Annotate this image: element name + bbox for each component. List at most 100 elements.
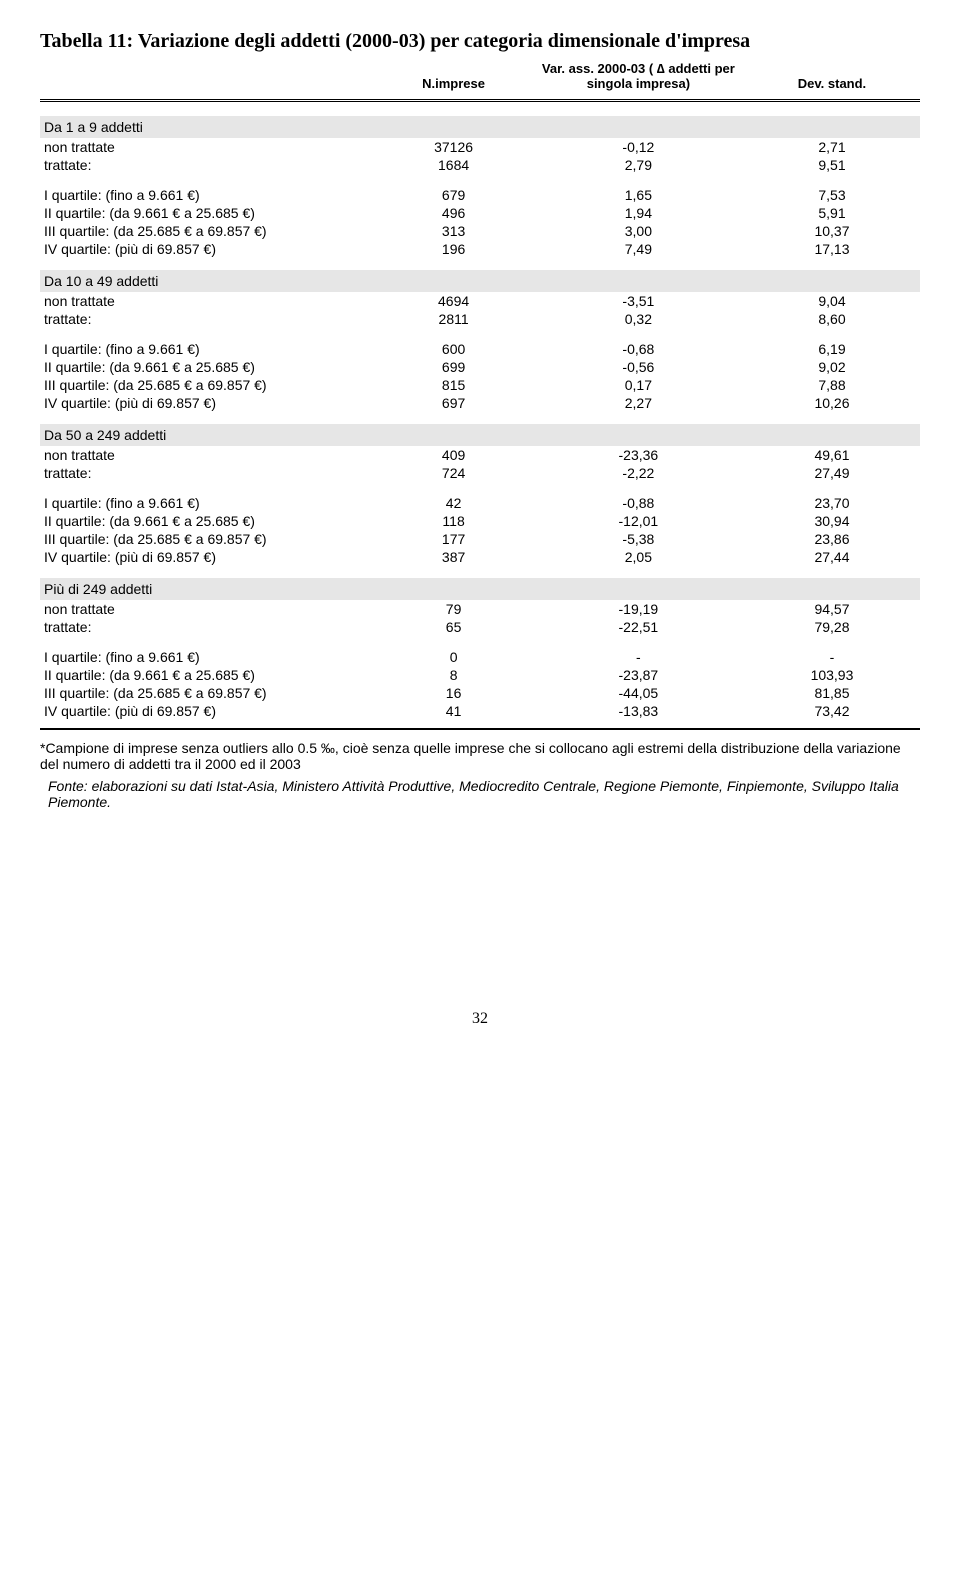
page-number: 32	[40, 1010, 920, 1028]
row-label: IV quartile: (più di 69.857 €)	[40, 394, 374, 412]
spacer-row	[40, 412, 920, 424]
row-label: II quartile: (da 9.661 € a 25.685 €)	[40, 512, 374, 530]
row-val-var: 7,49	[533, 240, 744, 258]
row-val-var: -13,83	[533, 702, 744, 720]
section-heading: Da 10 a 49 addetti	[40, 270, 920, 292]
row-val-nimprese: 37126	[374, 138, 532, 156]
row-val-var: -	[533, 648, 744, 666]
row-val-dev: 23,70	[744, 494, 920, 512]
row-val-dev: 81,85	[744, 684, 920, 702]
table-row: IV quartile: (più di 69.857 €)41-13,8373…	[40, 702, 920, 720]
row-label: non trattate	[40, 600, 374, 618]
row-val-nimprese: 697	[374, 394, 532, 412]
row-label: I quartile: (fino a 9.661 €)	[40, 186, 374, 204]
table-end-rule	[40, 728, 920, 730]
source-note: Fonte: elaborazioni su dati Istat-Asia, …	[48, 778, 920, 810]
col-header-devstand: Dev. stand.	[744, 59, 920, 99]
table-row: non trattate4694-3,519,04	[40, 292, 920, 310]
row-val-var: -0,12	[533, 138, 744, 156]
table-title: Tabella 11: Variazione degli addetti (20…	[40, 30, 920, 53]
table-row: II quartile: (da 9.661 € a 25.685 €)118-…	[40, 512, 920, 530]
row-val-dev: 79,28	[744, 618, 920, 636]
row-val-var: 3,00	[533, 222, 744, 240]
row-val-nimprese: 496	[374, 204, 532, 222]
row-label: III quartile: (da 25.685 € a 69.857 €)	[40, 684, 374, 702]
row-val-var: -3,51	[533, 292, 744, 310]
row-label: IV quartile: (più di 69.857 €)	[40, 548, 374, 566]
row-val-var: -0,56	[533, 358, 744, 376]
row-val-dev: 27,44	[744, 548, 920, 566]
row-val-var: 0,17	[533, 376, 744, 394]
row-label: trattate:	[40, 464, 374, 482]
table-row: I quartile: (fino a 9.661 €)6791,657,53	[40, 186, 920, 204]
table-row: I quartile: (fino a 9.661 €)42-0,8823,70	[40, 494, 920, 512]
row-val-nimprese: 699	[374, 358, 532, 376]
table-row: trattate:28110,328,60	[40, 310, 920, 328]
row-label: I quartile: (fino a 9.661 €)	[40, 340, 374, 358]
data-table: Da 1 a 9 addettinon trattate37126-0,122,…	[40, 116, 920, 720]
table-row: III quartile: (da 25.685 € a 69.857 €)31…	[40, 222, 920, 240]
row-val-var: -44,05	[533, 684, 744, 702]
row-val-var: 2,05	[533, 548, 744, 566]
row-val-dev: 7,53	[744, 186, 920, 204]
row-val-nimprese: 724	[374, 464, 532, 482]
row-val-var: -22,51	[533, 618, 744, 636]
table-row: trattate:16842,799,51	[40, 156, 920, 174]
section-heading: Più di 249 addetti	[40, 578, 920, 600]
row-val-dev: 49,61	[744, 446, 920, 464]
row-label: III quartile: (da 25.685 € a 69.857 €)	[40, 376, 374, 394]
row-val-var: -0,68	[533, 340, 744, 358]
row-val-nimprese: 65	[374, 618, 532, 636]
row-val-dev: 7,88	[744, 376, 920, 394]
row-val-dev: 6,19	[744, 340, 920, 358]
table-row: non trattate37126-0,122,71	[40, 138, 920, 156]
row-val-dev: 10,37	[744, 222, 920, 240]
row-val-dev: 2,71	[744, 138, 920, 156]
row-val-var: 1,65	[533, 186, 744, 204]
row-val-var: -19,19	[533, 600, 744, 618]
row-val-dev: 73,42	[744, 702, 920, 720]
table-row: IV quartile: (più di 69.857 €)6972,2710,…	[40, 394, 920, 412]
row-label: trattate:	[40, 156, 374, 174]
row-label: III quartile: (da 25.685 € a 69.857 €)	[40, 222, 374, 240]
row-val-var: -2,22	[533, 464, 744, 482]
spacer-row	[40, 174, 920, 186]
row-label: IV quartile: (più di 69.857 €)	[40, 702, 374, 720]
row-label: non trattate	[40, 138, 374, 156]
row-val-dev: 94,57	[744, 600, 920, 618]
row-val-var: -12,01	[533, 512, 744, 530]
row-val-var: 0,32	[533, 310, 744, 328]
row-val-dev: 103,93	[744, 666, 920, 684]
section-heading: Da 1 a 9 addetti	[40, 116, 920, 138]
spacer-row	[40, 328, 920, 340]
col-header-nimprese: N.imprese	[374, 59, 532, 99]
row-val-nimprese: 118	[374, 512, 532, 530]
row-val-nimprese: 679	[374, 186, 532, 204]
row-val-nimprese: 815	[374, 376, 532, 394]
row-val-nimprese: 600	[374, 340, 532, 358]
row-val-nimprese: 79	[374, 600, 532, 618]
table-row: III quartile: (da 25.685 € a 69.857 €)16…	[40, 684, 920, 702]
table-row: III quartile: (da 25.685 € a 69.857 €)17…	[40, 530, 920, 548]
spacer-row	[40, 482, 920, 494]
table-row: trattate:724-2,2227,49	[40, 464, 920, 482]
spacer-row	[40, 566, 920, 578]
row-label: III quartile: (da 25.685 € a 69.857 €)	[40, 530, 374, 548]
row-val-nimprese: 41	[374, 702, 532, 720]
row-val-var: -5,38	[533, 530, 744, 548]
row-val-nimprese: 177	[374, 530, 532, 548]
spacer-row	[40, 636, 920, 648]
table-row: III quartile: (da 25.685 € a 69.857 €)81…	[40, 376, 920, 394]
row-val-var: 2,79	[533, 156, 744, 174]
table-row: non trattate409-23,3649,61	[40, 446, 920, 464]
column-header-row: N.imprese Var. ass. 2000-03 ( ∆ addetti …	[40, 59, 920, 99]
row-val-dev: 23,86	[744, 530, 920, 548]
row-label: I quartile: (fino a 9.661 €)	[40, 494, 374, 512]
col-header-var: Var. ass. 2000-03 ( ∆ addetti per singol…	[533, 59, 744, 99]
row-label: IV quartile: (più di 69.857 €)	[40, 240, 374, 258]
spacer-row	[40, 258, 920, 270]
table-row: IV quartile: (più di 69.857 €)3872,0527,…	[40, 548, 920, 566]
row-val-dev: 9,51	[744, 156, 920, 174]
row-val-nimprese: 8	[374, 666, 532, 684]
row-val-var: 2,27	[533, 394, 744, 412]
